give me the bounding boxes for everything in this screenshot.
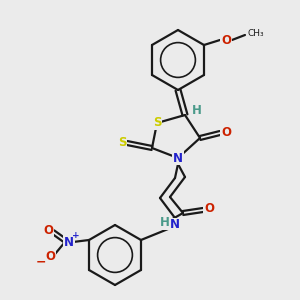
Text: O: O: [221, 34, 231, 46]
Text: +: +: [72, 232, 80, 241]
Text: N: N: [173, 152, 183, 164]
Text: H: H: [160, 217, 170, 230]
Text: −: −: [36, 256, 46, 268]
Text: O: O: [43, 224, 53, 236]
Text: H: H: [192, 103, 202, 116]
Text: N: N: [170, 218, 180, 232]
Text: O: O: [204, 202, 214, 215]
Text: N: N: [64, 236, 74, 248]
Text: CH₃: CH₃: [248, 28, 265, 38]
Text: O: O: [221, 125, 231, 139]
Text: S: S: [153, 116, 161, 130]
Text: S: S: [118, 136, 126, 149]
Text: O: O: [45, 250, 55, 262]
